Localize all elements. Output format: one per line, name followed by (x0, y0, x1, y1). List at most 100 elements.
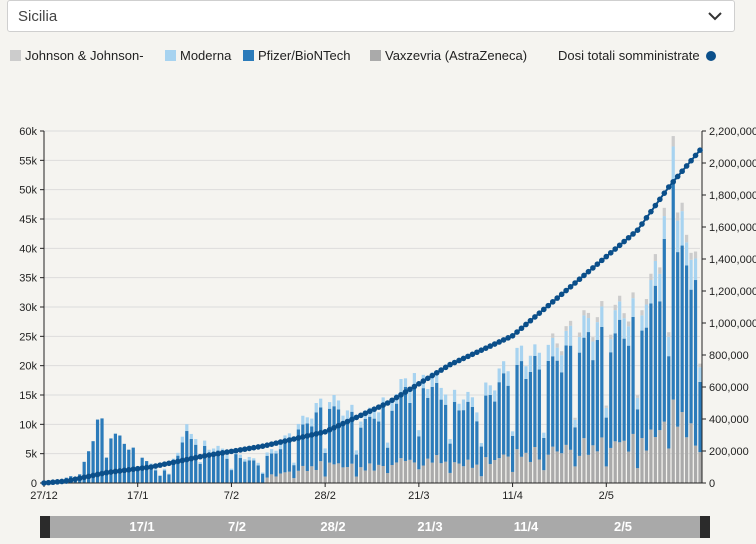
bar-pfizer (685, 265, 689, 438)
cumulative-point (94, 471, 101, 478)
bar-moderna (658, 273, 662, 302)
bar-pfizer (510, 435, 515, 472)
bar-pfizer (341, 423, 345, 468)
y-left-tick-label: 15k (19, 390, 37, 402)
bar-moderna (211, 448, 216, 453)
bar-pfizer (252, 460, 256, 483)
cumulative-point (157, 462, 163, 468)
bar-moderna (417, 430, 421, 437)
bar-pfizer (314, 412, 318, 470)
bar-astrazeneca (546, 454, 550, 483)
legend-item-moderna[interactable]: Moderna (165, 48, 231, 63)
y-right-tick-label: 1,200,000 (709, 286, 756, 298)
bar-pfizer (568, 345, 573, 450)
bar-pfizer (551, 356, 555, 447)
cumulative-point (246, 445, 253, 452)
cumulative-point (420, 378, 427, 384)
bar-pfizer (153, 470, 158, 483)
bar-pfizer (310, 426, 314, 467)
bar-pfizer (345, 419, 350, 468)
bar-moderna (502, 361, 506, 374)
bar-moderna (399, 379, 403, 393)
y-left-tick-label: 40k (19, 243, 37, 255)
bar-moderna (568, 325, 573, 346)
cumulative-point (429, 372, 436, 379)
bar-moderna (653, 260, 657, 286)
cumulative-point (478, 347, 485, 353)
bar-jj (626, 321, 631, 327)
bar-pfizer (243, 461, 247, 483)
bar-jj (693, 251, 698, 259)
bar-astrazeneca (394, 462, 399, 483)
bar-astrazeneca (680, 412, 684, 483)
bar-moderna (327, 402, 332, 409)
bar-moderna (359, 421, 363, 428)
legend-item-astrazeneca[interactable]: Vaxzevria (AstraZeneca) (370, 48, 527, 63)
cumulative-point (674, 173, 681, 180)
cumulative-point (50, 479, 56, 486)
cumulative-point (358, 412, 364, 419)
bar-astrazeneca (493, 459, 497, 483)
bar-pfizer (635, 409, 640, 469)
brush-tick-label: 28/2 (320, 519, 346, 534)
bar-astrazeneca (662, 421, 666, 483)
cumulative-point (344, 418, 351, 425)
cumulative-point (125, 467, 132, 473)
bar-astrazeneca (435, 455, 439, 483)
bar-astrazeneca (537, 459, 541, 483)
bar-astrazeneca (381, 466, 385, 483)
cumulative-point (349, 416, 355, 423)
cumulative-point (625, 234, 632, 241)
bar-astrazeneca (296, 470, 300, 483)
bar-moderna (595, 322, 599, 341)
legend-item-pfizer[interactable]: Pfizer/BioNTech (243, 48, 350, 63)
cumulative-point (599, 257, 605, 264)
bar-astrazeneca (551, 446, 555, 483)
bar-astrazeneca (359, 467, 363, 483)
time-brush[interactable]: 17/1 7/2 28/2 21/3 11/4 2/5 (40, 516, 710, 538)
bar-astrazeneca (452, 462, 457, 483)
cumulative-point (152, 463, 159, 469)
bar-pfizer (412, 384, 417, 463)
bar-astrazeneca (524, 452, 528, 483)
cumulative-point (237, 447, 244, 453)
cumulative-point (407, 386, 413, 393)
cumulative-point (63, 478, 70, 484)
bar-pfizer (448, 443, 452, 473)
bar-moderna (336, 400, 341, 410)
cumulative-point (259, 443, 266, 450)
bar-astrazeneca (515, 449, 519, 483)
legend-item-jj[interactable]: Johnson & Johnson- (10, 48, 144, 63)
bar-moderna (319, 398, 323, 408)
brush-handle-left[interactable] (40, 516, 50, 538)
bar-astrazeneca (528, 461, 533, 483)
bar-moderna (693, 258, 698, 281)
bar-astrazeneca (386, 473, 390, 483)
bar-astrazeneca (506, 456, 510, 483)
bar-astrazeneca (685, 437, 689, 483)
bar-jj (644, 299, 649, 305)
cumulative-point (210, 451, 217, 458)
bar-moderna (528, 355, 533, 372)
bar-pfizer (573, 427, 577, 467)
cumulative-point (112, 468, 119, 475)
bar-moderna (519, 345, 524, 362)
bar-pfizer (323, 452, 327, 477)
region-select[interactable]: Sicilia (7, 0, 735, 32)
cumulative-point (630, 231, 636, 237)
brush-handle-right[interactable] (700, 516, 710, 538)
cumulative-point (117, 468, 123, 474)
cumulative-point (264, 442, 270, 448)
y-right-tick-label: 1,000,000 (709, 318, 756, 330)
bar-jj (662, 207, 666, 217)
y-right-tick-label: 200,000 (709, 446, 749, 458)
legend-item-cumulative[interactable]: Dosi totali somministrate (558, 48, 716, 63)
bar-moderna (685, 242, 689, 266)
bar-jj (551, 333, 555, 338)
bar-pfizer (698, 381, 702, 453)
bar-pfizer (247, 460, 251, 483)
bar-pfizer (381, 404, 385, 467)
cumulative-point (206, 452, 212, 458)
bar-moderna (475, 412, 479, 422)
cumulative-point (322, 429, 328, 435)
